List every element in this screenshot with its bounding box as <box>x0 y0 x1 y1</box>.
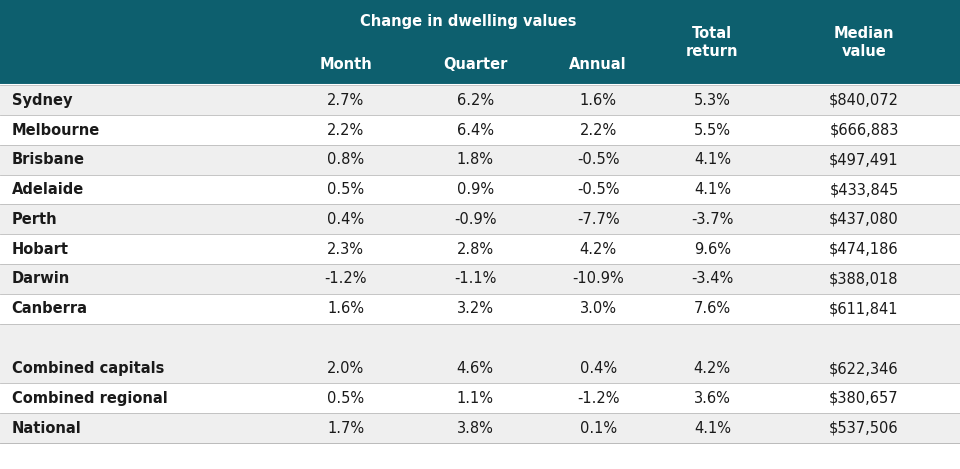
Text: -1.2%: -1.2% <box>324 272 367 287</box>
Text: Change in dwelling values: Change in dwelling values <box>360 14 576 29</box>
Bar <box>0 115 960 145</box>
Text: 0.4%: 0.4% <box>327 212 364 227</box>
Text: 5.5%: 5.5% <box>694 122 731 137</box>
Text: Median
value: Median value <box>833 26 895 59</box>
Text: -0.5%: -0.5% <box>577 182 619 197</box>
Text: $388,018: $388,018 <box>829 272 899 287</box>
Text: $380,657: $380,657 <box>829 391 899 406</box>
Text: 2.7%: 2.7% <box>327 93 364 108</box>
Text: 3.8%: 3.8% <box>457 421 493 436</box>
Text: National: National <box>12 421 82 436</box>
Text: Quarter: Quarter <box>443 57 508 71</box>
Text: 1.6%: 1.6% <box>327 301 364 316</box>
Text: -3.7%: -3.7% <box>691 212 733 227</box>
Text: -0.9%: -0.9% <box>454 212 496 227</box>
Text: 2.0%: 2.0% <box>327 361 364 376</box>
Text: 3.0%: 3.0% <box>580 301 616 316</box>
Text: 2.2%: 2.2% <box>327 122 364 137</box>
Text: 9.6%: 9.6% <box>694 242 731 257</box>
Text: -7.7%: -7.7% <box>577 212 619 227</box>
Text: Adelaide: Adelaide <box>12 182 84 197</box>
Text: $433,845: $433,845 <box>829 182 899 197</box>
Bar <box>0 234 960 264</box>
Text: 2.2%: 2.2% <box>580 122 616 137</box>
Text: 4.6%: 4.6% <box>457 361 493 376</box>
Text: $537,506: $537,506 <box>829 421 899 436</box>
Text: Annual: Annual <box>569 57 627 71</box>
Text: 6.2%: 6.2% <box>457 93 493 108</box>
Bar <box>0 413 960 443</box>
Text: Hobart: Hobart <box>12 242 68 257</box>
Text: 1.8%: 1.8% <box>457 152 493 167</box>
Text: -0.5%: -0.5% <box>577 152 619 167</box>
Text: Perth: Perth <box>12 212 58 227</box>
Text: 3.2%: 3.2% <box>457 301 493 316</box>
Text: 1.1%: 1.1% <box>457 391 493 406</box>
Text: 2.3%: 2.3% <box>327 242 364 257</box>
Text: Total
return: Total return <box>686 26 738 59</box>
Bar <box>0 354 960 384</box>
Text: -10.9%: -10.9% <box>572 272 624 287</box>
Text: 4.2%: 4.2% <box>694 361 731 376</box>
Text: 5.3%: 5.3% <box>694 93 731 108</box>
Bar <box>0 145 960 174</box>
Text: $611,841: $611,841 <box>829 301 899 316</box>
Text: 0.4%: 0.4% <box>580 361 616 376</box>
Text: 0.5%: 0.5% <box>327 391 364 406</box>
Text: 0.1%: 0.1% <box>580 421 616 436</box>
Text: $840,072: $840,072 <box>829 93 899 108</box>
Text: 3.6%: 3.6% <box>694 391 731 406</box>
Text: 4.1%: 4.1% <box>694 182 731 197</box>
Text: 1.7%: 1.7% <box>327 421 364 436</box>
Text: -1.2%: -1.2% <box>577 391 619 406</box>
Text: $666,883: $666,883 <box>829 122 899 137</box>
Bar <box>0 264 960 294</box>
Text: $497,491: $497,491 <box>829 152 899 167</box>
Bar <box>0 324 960 354</box>
Text: 4.2%: 4.2% <box>580 242 616 257</box>
Bar <box>0 204 960 234</box>
Text: 1.6%: 1.6% <box>580 93 616 108</box>
Text: Canberra: Canberra <box>12 301 87 316</box>
Text: 0.5%: 0.5% <box>327 182 364 197</box>
Text: 7.6%: 7.6% <box>694 301 731 316</box>
Text: Combined capitals: Combined capitals <box>12 361 164 376</box>
Text: -1.1%: -1.1% <box>454 272 496 287</box>
Text: $622,346: $622,346 <box>829 361 899 376</box>
Text: -3.4%: -3.4% <box>691 272 733 287</box>
Bar <box>0 174 960 204</box>
Text: 0.9%: 0.9% <box>457 182 493 197</box>
Bar <box>0 384 960 413</box>
Text: 6.4%: 6.4% <box>457 122 493 137</box>
Text: $474,186: $474,186 <box>829 242 899 257</box>
Text: 0.8%: 0.8% <box>327 152 364 167</box>
Text: Month: Month <box>320 57 372 71</box>
Text: Combined regional: Combined regional <box>12 391 167 406</box>
Bar <box>0 294 960 324</box>
Text: Melbourne: Melbourne <box>12 122 100 137</box>
Text: $437,080: $437,080 <box>829 212 899 227</box>
Bar <box>0 0 960 85</box>
Text: 4.1%: 4.1% <box>694 421 731 436</box>
Text: 4.1%: 4.1% <box>694 152 731 167</box>
Text: Brisbane: Brisbane <box>12 152 84 167</box>
Text: Sydney: Sydney <box>12 93 72 108</box>
Text: Darwin: Darwin <box>12 272 70 287</box>
Bar <box>0 85 960 115</box>
Text: 2.8%: 2.8% <box>457 242 493 257</box>
